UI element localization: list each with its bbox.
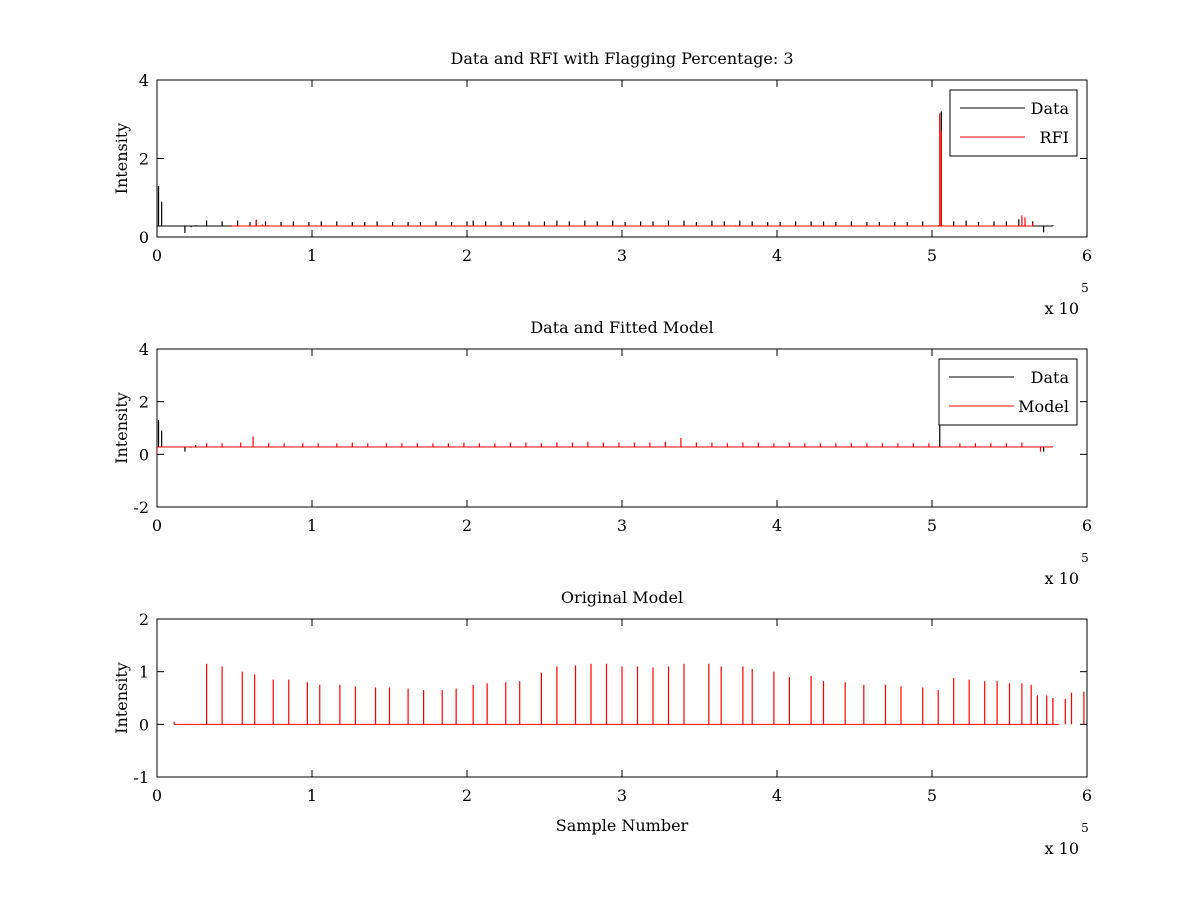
y-tick-label: 2 xyxy=(139,150,149,169)
x-tick-label: 2 xyxy=(462,516,472,535)
x-tick-label: 0 xyxy=(152,246,162,265)
x-multiplier-label: x 10 xyxy=(1045,569,1079,588)
axes-title: Data and RFI with Flagging Percentage: 3 xyxy=(450,49,793,68)
x-tick-label: 4 xyxy=(772,516,782,535)
y-axis-label: Intensity xyxy=(112,392,131,464)
y-tick-label: 4 xyxy=(139,71,149,90)
x-tick-label: 3 xyxy=(617,786,627,805)
axes-title: Original Model xyxy=(561,588,683,607)
x-tick-label: 5 xyxy=(927,516,937,535)
legend-label: Model xyxy=(1018,397,1069,416)
legend: Data RFI xyxy=(949,89,1078,157)
x-tick-label: 1 xyxy=(307,246,317,265)
x-exponent-label: 5 xyxy=(1081,551,1089,565)
x-axis-label: Sample Number xyxy=(556,816,689,835)
y-tick-label: 4 xyxy=(139,340,149,359)
legend-label: RFI xyxy=(1040,128,1069,147)
x-tick-label: 3 xyxy=(617,246,627,265)
y-tick-label: 0 xyxy=(139,228,149,247)
y-tick-label: -2 xyxy=(133,498,149,517)
plot-area-frame xyxy=(156,348,1088,508)
x-multiplier-label: x 10 xyxy=(1045,299,1079,318)
legend-box xyxy=(949,89,1078,157)
series-group xyxy=(157,420,1054,455)
y-axis-label: Intensity xyxy=(112,123,131,195)
legend: Data Model xyxy=(938,358,1078,426)
x-tick-label: 4 xyxy=(772,786,782,805)
axes-title: Data and Fitted Model xyxy=(530,318,713,337)
legend-box xyxy=(938,358,1078,426)
x-tick-label: 6 xyxy=(1082,246,1092,265)
y-tick-label: -1 xyxy=(133,768,149,787)
y-tick-label: 2 xyxy=(139,610,149,629)
x-tick-label: 3 xyxy=(617,516,627,535)
x-exponent-label: 5 xyxy=(1081,821,1089,835)
series-group xyxy=(173,663,1085,725)
x-tick-label: 2 xyxy=(462,246,472,265)
y-tick-label: 2 xyxy=(139,393,149,412)
x-tick-label: 1 xyxy=(307,786,317,805)
plot-area-frame xyxy=(156,79,1088,238)
series-group xyxy=(157,111,1054,234)
x-tick-label: 0 xyxy=(152,786,162,805)
legend-label: Data xyxy=(1031,368,1070,387)
x-tick-label: 1 xyxy=(307,516,317,535)
x-multiplier-label: x 10 xyxy=(1045,839,1079,858)
x-tick-label: 6 xyxy=(1082,516,1092,535)
x-tick-label: 5 xyxy=(927,246,937,265)
y-tick-label: 0 xyxy=(139,445,149,464)
x-tick-label: 0 xyxy=(152,516,162,535)
y-tick-label: 1 xyxy=(139,663,149,682)
y-tick-label: 0 xyxy=(139,715,149,734)
x-tick-label: 2 xyxy=(462,786,472,805)
y-axis-label: Intensity xyxy=(112,662,131,734)
x-tick-label: 6 xyxy=(1082,786,1092,805)
x-tick-label: 5 xyxy=(927,786,937,805)
legend-label: Data xyxy=(1031,99,1070,118)
x-exponent-label: 5 xyxy=(1081,281,1089,295)
x-tick-label: 4 xyxy=(772,246,782,265)
